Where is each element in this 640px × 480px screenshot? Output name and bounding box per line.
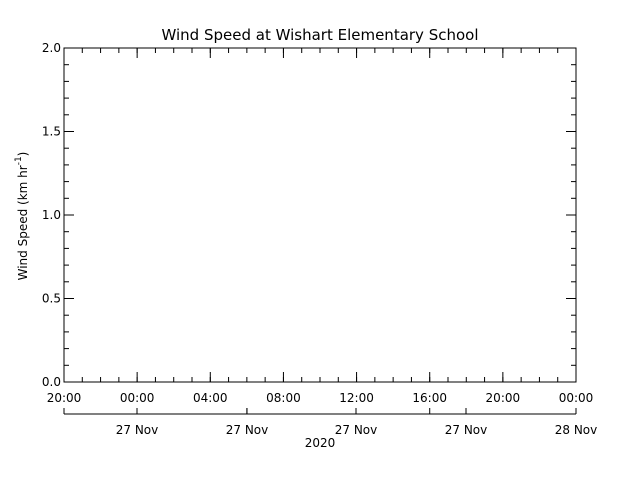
x-axis: 20:00 00:00 04:00 08:00 12:00 16:00 20:00 00:00	[47, 48, 594, 405]
y-tick-label: 1.5	[42, 125, 61, 139]
svg-text:Wind Speed (km hr-1): Wind Speed (km hr-1)	[14, 152, 30, 281]
date-tick-label: 28 Nov	[555, 423, 598, 437]
y-tick-label: 2.0	[42, 41, 61, 55]
y-axis: 0.0 0.5 1.0 1.5 2.0	[42, 41, 576, 389]
date-axis: 27 Nov 27 Nov 27 Nov 27 Nov 28 Nov	[63, 408, 598, 437]
x-tick-label: 12:00	[339, 391, 374, 405]
y-tick-label: 0.0	[42, 375, 61, 389]
x-tick-label: 16:00	[412, 391, 447, 405]
chart-title: Wind Speed at Wishart Elementary School	[162, 26, 479, 44]
x-tick-label: 20:00	[47, 391, 82, 405]
x-tick-label: 00:00	[120, 391, 155, 405]
year-label: 2020	[305, 436, 336, 450]
y-axis-label-superscript: -1	[14, 156, 24, 165]
date-tick-label: 27 Nov	[116, 423, 159, 437]
y-axis-label-text: Wind Speed (km hr	[16, 165, 30, 280]
y-axis-label-close: )	[16, 152, 30, 157]
x-tick-label: 20:00	[486, 391, 521, 405]
x-tick-label: 04:00	[193, 391, 228, 405]
date-tick-label: 27 Nov	[226, 423, 269, 437]
x-tick-label: 00:00	[559, 391, 594, 405]
date-tick-label: 27 Nov	[335, 423, 378, 437]
y-tick-label: 1.0	[42, 208, 61, 222]
date-tick-label: 27 Nov	[445, 423, 488, 437]
x-tick-label: 08:00	[266, 391, 301, 405]
y-axis-label: Wind Speed (km hr-1)	[14, 152, 30, 281]
y-tick-label: 0.5	[42, 292, 61, 306]
